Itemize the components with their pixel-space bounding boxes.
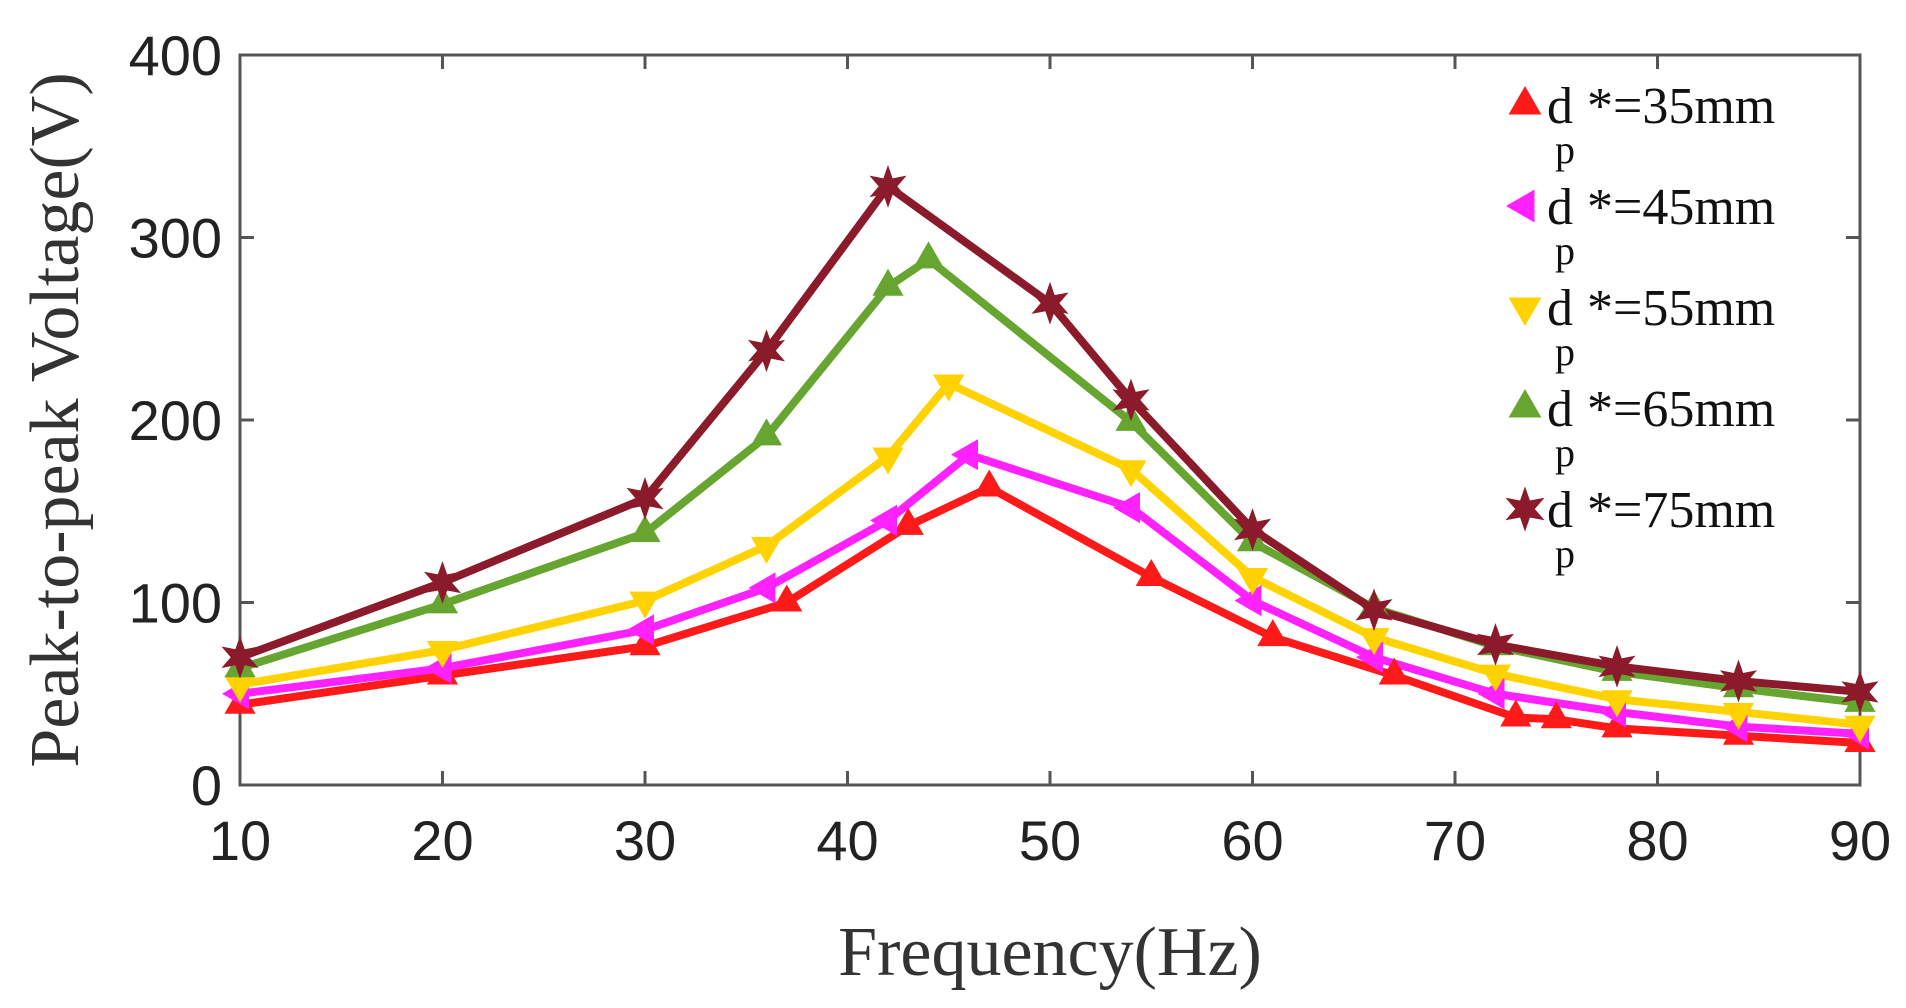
x-tick-label: 90 [1829, 809, 1891, 872]
x-tick-label: 70 [1424, 809, 1486, 872]
legend-label-base: d [1547, 381, 1573, 438]
data-point [892, 507, 924, 535]
legend-label-sub: p [1555, 127, 1575, 172]
legend-label-sub: p [1555, 430, 1575, 475]
data-point [747, 329, 786, 373]
y-axis-title: Peak-to-peak Voltage(V) [17, 72, 94, 767]
data-point [1601, 690, 1633, 718]
data-point [1844, 715, 1876, 743]
data-point [973, 469, 1005, 497]
data-point [426, 640, 459, 668]
x-tick-label: 40 [816, 809, 878, 872]
data-point [629, 591, 661, 619]
legend-marker [1508, 85, 1542, 115]
legend-label-sub: p [1555, 228, 1575, 273]
legend-label-base: d [1547, 78, 1573, 135]
legend-label-rest: *=65mm [1587, 381, 1775, 438]
legend-label-sub: p [1555, 329, 1575, 374]
data-point [872, 268, 904, 296]
data-point [1355, 588, 1393, 632]
data-point [1257, 619, 1289, 647]
data-point [1234, 585, 1262, 617]
data-point [869, 164, 907, 208]
legend-marker [1505, 486, 1545, 532]
legend-marker [1508, 388, 1542, 418]
legend-label-rest: *=75mm [1587, 482, 1775, 539]
legend-marker [1508, 297, 1542, 327]
data-point [1476, 623, 1515, 666]
data-point [1598, 644, 1636, 688]
x-tick-label: 20 [411, 809, 473, 872]
data-point [933, 374, 965, 402]
data-point [1722, 703, 1755, 730]
y-tick-label: 100 [129, 572, 222, 635]
data-point [950, 439, 978, 471]
data-point [221, 635, 259, 679]
x-axis-title: Frequency(Hz) [838, 914, 1262, 991]
x-tick-label: 60 [1221, 809, 1283, 872]
y-tick-label: 300 [129, 207, 222, 270]
data-point [1378, 657, 1410, 685]
data-point [423, 560, 462, 604]
ticks: 10 20 30 40 50 60 70 80 90 0 100 200 300 400 [129, 24, 1892, 872]
data-point [1113, 492, 1140, 524]
legend-label-rest: *=55mm [1587, 280, 1775, 337]
data-point [1719, 659, 1758, 703]
data-point [1236, 567, 1269, 595]
x-tick-label: 30 [614, 809, 676, 872]
data-point [1112, 378, 1150, 422]
series-markers [221, 164, 1879, 753]
data-point [869, 504, 897, 536]
x-tick-label: 50 [1019, 809, 1081, 872]
data-point [629, 515, 661, 543]
data-point [748, 572, 776, 604]
data-point [1841, 670, 1879, 714]
legend-label-base: d [1547, 482, 1573, 539]
legend-label-sub: p [1555, 531, 1575, 576]
data-point [912, 241, 945, 269]
y-tick-label: 400 [129, 24, 222, 87]
data-point [750, 536, 783, 564]
legend-marker [1505, 189, 1535, 223]
legend-label-base: d [1547, 179, 1573, 236]
data-point [771, 584, 803, 612]
legend-label-rest: *=35mm [1587, 78, 1775, 135]
x-tick-label: 10 [209, 809, 271, 872]
data-point [1500, 699, 1532, 727]
data-point [1135, 558, 1167, 586]
data-point [1233, 508, 1272, 551]
legend-label-base: d [1547, 280, 1573, 337]
y-tick-label: 0 [191, 754, 222, 817]
data-point [872, 447, 904, 475]
y-tick-label: 200 [129, 389, 222, 452]
series-line [239, 483, 1861, 747]
data-point [626, 477, 664, 520]
legend-label-rest: *=45mm [1587, 179, 1775, 236]
data-point [626, 614, 654, 646]
data-point [1031, 281, 1069, 325]
x-tick-label: 80 [1626, 809, 1688, 872]
data-point [750, 418, 783, 446]
data-point [1115, 460, 1147, 488]
data-point [1540, 701, 1572, 729]
